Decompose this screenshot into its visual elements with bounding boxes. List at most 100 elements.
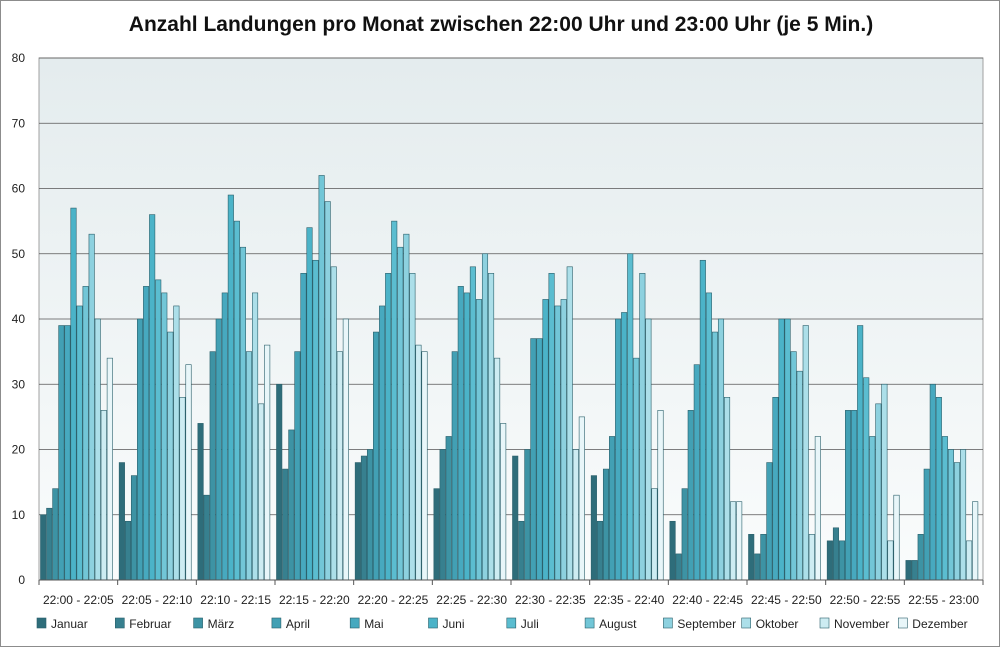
x-tick-label: 22:00 - 22:05 [43,593,114,607]
bar-märz [288,429,295,581]
bar-januar [354,462,361,581]
legend-swatch [584,617,595,629]
legend-label: Januar [51,617,88,631]
bar-september [560,299,567,581]
bar-august [633,357,640,581]
legend-swatch [506,617,517,629]
bar-august [475,299,482,581]
legend-swatch [349,617,360,629]
bar-november [179,396,186,581]
bar-oktober [724,396,731,581]
bar-dezember [814,436,821,581]
bar-mai [693,364,700,581]
bar-april [137,318,144,581]
bar-april [766,462,773,581]
bar-september [953,462,961,581]
bar-mai [457,286,464,581]
bar-juli [863,377,870,581]
bar-dezember [421,351,428,581]
bar-dezember [972,501,979,581]
y-tick-label: 20 [12,443,26,457]
bar-august [947,449,954,581]
bar-august [790,351,797,581]
bar-september [324,201,331,581]
bar-februar [518,520,525,581]
bar-juni [463,292,470,581]
x-tick-label: 22:45 - 22:50 [751,593,822,607]
bar-august [161,292,168,581]
bar-mai [536,338,543,581]
legend-label: Juni [443,617,465,631]
x-tick-label: 22:20 - 22:25 [358,593,429,607]
bar-januar [433,488,440,581]
bar-märz [445,436,452,581]
bar-februar [675,553,682,581]
bar-mai [300,273,307,581]
bar-mai [772,396,779,581]
bar-november [258,403,265,581]
bar-april [373,331,380,581]
bar-märz [602,468,610,581]
bar-februar [596,520,603,581]
bar-märz [760,534,767,581]
bar-februar [832,527,839,581]
bar-mai [379,305,386,581]
bar-juni [306,227,313,581]
bar-juni [857,325,864,581]
bar-märz [52,488,59,581]
bar-november [966,540,973,581]
legend-swatch [741,617,752,629]
bar-juli [784,318,791,581]
bar-juli [155,279,162,581]
y-tick-label: 70 [12,116,26,130]
bar-mai [64,325,71,581]
x-tick-label: 22:25 - 22:30 [436,593,507,607]
legend-swatch [193,617,203,629]
bar-oktober [488,273,495,581]
bar-dezember [342,318,349,581]
bar-juni [778,318,785,581]
legend-label: Mai [364,617,383,631]
bar-januar [40,514,47,581]
bar-juni [935,396,942,581]
bar-februar [282,468,289,581]
legend-label: September [677,617,736,631]
chart-title: Anzahl Landungen pro Monat zwischen 22:0… [128,13,874,36]
y-tick-label: 80 [12,51,26,65]
bar-oktober [881,383,888,581]
bar-oktober [330,266,337,581]
x-tick-label: 22:10 - 22:15 [200,593,271,607]
bar-juli [941,436,948,581]
bar-juni [70,207,77,581]
bar-dezember [264,344,271,581]
bar-januar [512,455,519,581]
bar-august [82,286,89,581]
bar-januar [118,462,125,581]
x-tick-label: 22:50 - 22:55 [830,593,901,607]
bar-juni [227,194,234,581]
bar-november [651,488,658,581]
bar-februar [46,507,53,581]
bar-oktober [94,318,101,581]
bar-märz [366,449,374,581]
legend-label: April [286,617,310,631]
legend-swatch [36,617,47,629]
bar-november [415,344,422,581]
bar-februar [754,553,761,581]
bar-märz [917,534,924,581]
bar-september [245,351,253,581]
bar-august [711,331,718,581]
legend-label: März [208,617,235,631]
bar-april [294,351,301,581]
y-tick-label: 30 [12,377,26,391]
bar-februar [439,449,446,581]
bar-november [887,540,894,581]
bar-november [572,449,579,581]
bar-august [318,175,325,581]
legend-label: Februar [129,617,171,631]
bar-september [875,403,882,581]
bar-januar [276,383,283,581]
bar-april [609,436,616,581]
bar-november [100,410,107,581]
